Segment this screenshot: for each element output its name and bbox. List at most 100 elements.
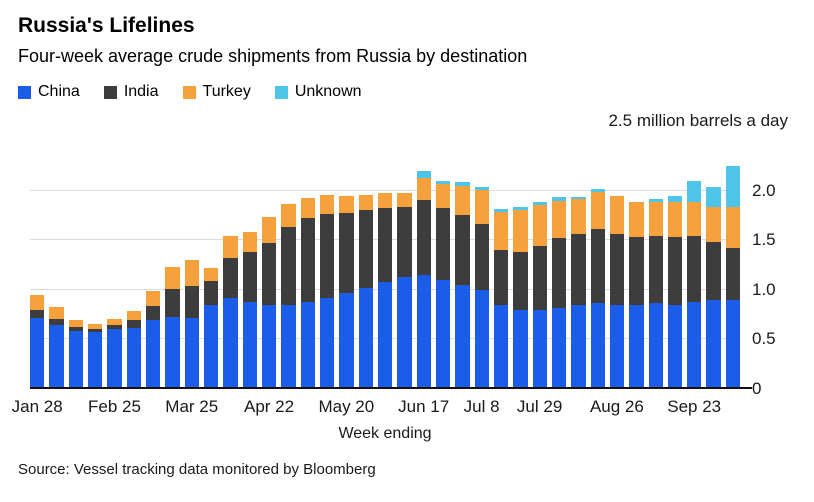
bar-segment-india bbox=[165, 288, 180, 317]
bar-segment-india bbox=[49, 318, 64, 325]
bar-segment-china bbox=[493, 304, 509, 389]
bar-aug-12 bbox=[571, 141, 586, 389]
bar-segment-china bbox=[145, 319, 161, 389]
bar-apr-29 bbox=[281, 141, 296, 389]
bar-segment-turkey bbox=[184, 260, 199, 286]
bar-segment-india bbox=[648, 236, 663, 303]
bar-segment-turkey bbox=[571, 198, 586, 235]
x-tick-label: Feb 25 bbox=[87, 397, 141, 416]
legend-label: India bbox=[123, 83, 159, 100]
bar-segment-turkey bbox=[648, 201, 663, 237]
bar-may-13 bbox=[319, 141, 335, 389]
bar-segment-china bbox=[165, 316, 180, 389]
y-tick-label: 1.0 bbox=[752, 279, 776, 299]
bar-jul-8 bbox=[474, 141, 489, 389]
bar-segment-india bbox=[339, 213, 354, 293]
bar-segment-china bbox=[107, 329, 122, 389]
bar-segment-india bbox=[203, 280, 219, 305]
bar-feb-25 bbox=[107, 141, 122, 389]
bar-segment-turkey bbox=[300, 197, 315, 219]
bar-segment-india bbox=[87, 328, 103, 333]
bar-segment-unknown bbox=[474, 186, 489, 190]
x-axis-line bbox=[30, 387, 752, 389]
bar-segment-india bbox=[223, 258, 238, 298]
bar-segment-turkey bbox=[203, 268, 219, 281]
bar-feb-18 bbox=[87, 141, 103, 389]
bar-sep-30 bbox=[706, 141, 721, 389]
bar-segment-turkey bbox=[165, 267, 180, 289]
bar-segment-turkey bbox=[725, 206, 741, 249]
bar-segment-turkey bbox=[667, 201, 683, 238]
bar-segment-unknown bbox=[435, 180, 451, 184]
bar-segment-india bbox=[667, 237, 683, 305]
bar-segment-india bbox=[551, 238, 567, 308]
bar-segment-unknown bbox=[667, 195, 683, 202]
bar-segment-china bbox=[435, 279, 451, 389]
bar-segment-unknown bbox=[687, 180, 702, 202]
bar-segment-china bbox=[397, 276, 412, 389]
source-note: Source: Vessel tracking data monitored b… bbox=[18, 461, 376, 478]
x-axis-title: Week ending bbox=[338, 425, 432, 442]
bar-segment-turkey bbox=[377, 192, 393, 209]
x-tick-label: Jul 8 bbox=[463, 397, 500, 416]
bar-segment-india bbox=[242, 252, 257, 302]
bar-segment-unknown bbox=[513, 206, 528, 211]
bar-aug-19 bbox=[590, 141, 605, 389]
bar-segment-turkey bbox=[319, 194, 335, 215]
bar-segment-unknown bbox=[551, 196, 567, 201]
bar-jun-24 bbox=[435, 141, 451, 389]
bar-segment-india bbox=[377, 208, 393, 282]
x-tick-label: Apr 22 bbox=[244, 397, 295, 416]
bar-segment-china bbox=[126, 327, 141, 389]
legend-swatch-turkey-icon bbox=[182, 85, 196, 99]
bar-may-20 bbox=[339, 141, 354, 389]
bar-sep-16 bbox=[667, 141, 683, 389]
bar-segment-china bbox=[590, 302, 605, 389]
bar-apr-8 bbox=[223, 141, 238, 389]
bar-jun-17 bbox=[416, 141, 431, 389]
bar-segment-china bbox=[725, 299, 741, 389]
bar-segment-india bbox=[30, 309, 45, 318]
bar-segment-china bbox=[358, 287, 373, 389]
bar-segment-china bbox=[30, 317, 45, 389]
bar-segment-unknown bbox=[571, 196, 586, 199]
x-tick-label: Sep 23 bbox=[667, 397, 722, 416]
legend-label: Unknown bbox=[294, 83, 362, 100]
bar-apr-1 bbox=[203, 141, 219, 389]
bar-mar-18 bbox=[165, 141, 180, 389]
bar-jul-15 bbox=[493, 141, 509, 389]
bar-segment-india bbox=[725, 248, 741, 300]
chart-container: Russia's Lifelines Four-week average cru… bbox=[12, 14, 788, 478]
legend-item-unknown: Unknown bbox=[274, 83, 362, 101]
bar-segment-turkey bbox=[687, 201, 702, 237]
bar-segment-unknown bbox=[725, 165, 741, 207]
x-tick-label: Jul 29 bbox=[516, 397, 563, 416]
bar-segment-turkey bbox=[590, 191, 605, 230]
bar-segment-turkey bbox=[145, 290, 161, 306]
bar-segment-turkey bbox=[68, 319, 83, 327]
bar-segment-china bbox=[648, 302, 663, 389]
bar-jun-10 bbox=[397, 141, 412, 389]
bar-aug-26 bbox=[609, 141, 625, 389]
bar-jun-3 bbox=[377, 141, 393, 389]
plot-area bbox=[30, 141, 752, 389]
x-tick-label: May 20 bbox=[318, 397, 375, 416]
bar-jan-28 bbox=[30, 141, 45, 389]
bar-segment-india bbox=[706, 242, 721, 300]
gridline bbox=[30, 189, 740, 191]
bar-segment-turkey bbox=[358, 194, 373, 211]
bar-segment-india bbox=[532, 246, 547, 310]
bar-segment-india bbox=[107, 324, 122, 330]
bar-may-27 bbox=[358, 141, 373, 389]
bar-segment-turkey bbox=[397, 192, 412, 208]
bar-mar-25 bbox=[184, 141, 199, 389]
bar-segment-unknown bbox=[493, 208, 509, 213]
y-tick-label: 0.5 bbox=[752, 329, 776, 349]
x-tick-label: Jun 17 bbox=[398, 397, 450, 416]
bar-segment-turkey bbox=[706, 206, 721, 243]
bar-segment-india bbox=[609, 234, 625, 305]
bar-segment-turkey bbox=[609, 195, 625, 235]
bar-segment-china bbox=[532, 309, 547, 389]
bar-segment-india bbox=[416, 199, 431, 275]
bar-segment-india bbox=[281, 227, 296, 305]
